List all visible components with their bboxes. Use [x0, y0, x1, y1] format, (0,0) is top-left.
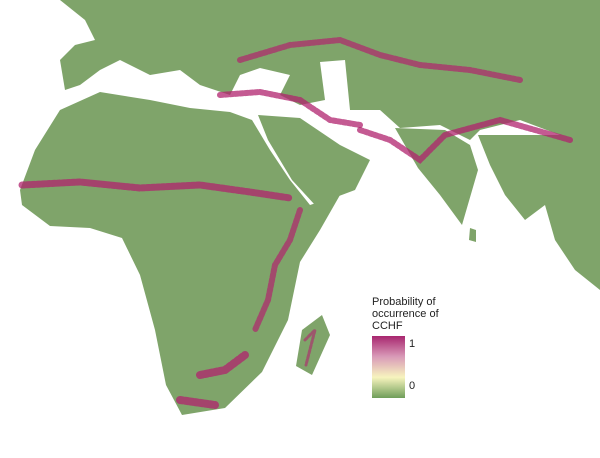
sahel-band: [18, 178, 294, 202]
legend: Probability of occurrence of CCHF 1 0: [372, 296, 482, 398]
sri-lanka-land: [469, 228, 476, 242]
legend-color-ramp: [372, 336, 405, 398]
legend-title-line: CCHF: [372, 320, 403, 332]
south-asia-band: [357, 116, 573, 164]
legend-min-label: 0: [409, 380, 416, 392]
landmasses: [20, 0, 600, 415]
anatolia-band: [217, 88, 363, 128]
southern-africa-band: [176, 351, 249, 409]
eurasia-land: [60, 0, 600, 140]
madagascar-land: [296, 315, 330, 375]
madagascar-band: [303, 325, 318, 367]
africa-land: [20, 92, 340, 415]
legend-title: Probability of occurrence of CCHF: [372, 296, 482, 332]
southeast-asia-land: [478, 135, 600, 290]
legend-title-line: Probability of: [372, 296, 436, 308]
arabia-land: [258, 115, 370, 205]
high-probability-areas: [18, 36, 573, 409]
legend-title-line: occurrence of: [372, 308, 439, 320]
legend-max-label: 1: [409, 338, 416, 350]
india-land: [395, 128, 478, 225]
east-africa-band: [252, 207, 303, 333]
central-asia-band: [237, 36, 523, 83]
